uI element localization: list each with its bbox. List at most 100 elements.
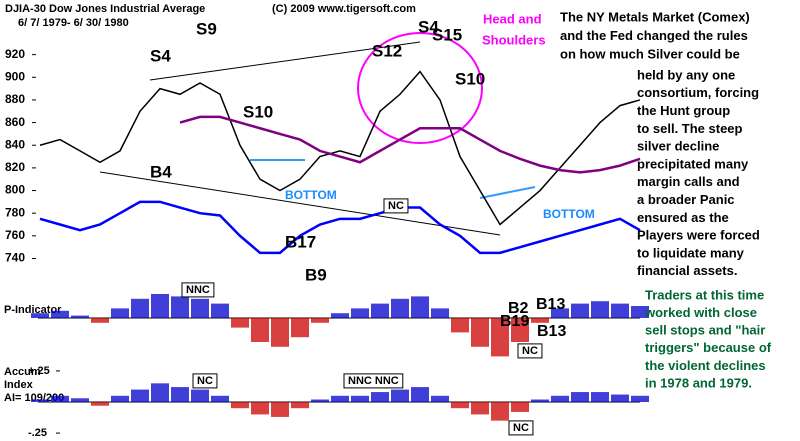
y-tick-label: 740 [5, 251, 25, 265]
annotation-box [192, 373, 218, 389]
bar [591, 392, 609, 402]
commentary: Traders at this time [645, 287, 764, 302]
series-line [179, 115, 641, 174]
bar [31, 313, 49, 318]
panel-label: Index [4, 379, 34, 391]
annotation-box [517, 343, 543, 359]
bar [31, 399, 49, 402]
commentary: and the Fed changed the rules [560, 28, 748, 43]
bar [51, 395, 69, 402]
bar [491, 402, 509, 421]
bar [391, 298, 409, 318]
head-shoulders-circle [357, 32, 483, 144]
annotation: S10 [455, 69, 485, 88]
bar [511, 402, 529, 412]
annotation: B4 [150, 162, 172, 181]
commentary: consortium, forcing [637, 85, 759, 100]
bar [191, 389, 209, 402]
annotation: B13 [537, 323, 566, 340]
annotation: BOTTOM [543, 207, 595, 221]
annotation: NNC NNC [348, 375, 399, 387]
annotation: B17 [285, 232, 316, 251]
bar [351, 308, 369, 318]
y-tick-label: 860 [5, 115, 25, 129]
panel-label: AI= 109/200 [4, 392, 64, 404]
bar [151, 294, 169, 318]
bar [531, 318, 549, 323]
annotation: NC [522, 345, 538, 357]
bar [591, 301, 609, 318]
bar [271, 318, 289, 347]
bar [291, 318, 309, 338]
commentary: the Hunt group [637, 103, 730, 118]
bar [371, 303, 389, 318]
bar [291, 402, 309, 409]
commentary: a broader Panic [637, 192, 735, 207]
bar [231, 318, 249, 328]
annotation: NNC [186, 284, 210, 296]
y-tick-label: 840 [5, 137, 25, 151]
bar [71, 398, 89, 402]
bar [331, 395, 349, 402]
y-tick-label: +.25 [28, 365, 50, 377]
bar [71, 315, 89, 318]
bar [471, 318, 489, 347]
commentary: on how much Silver could be [560, 46, 740, 61]
bar [611, 303, 629, 318]
commentary: triggers" because of [645, 340, 772, 355]
commentary: to liquidate many [637, 245, 745, 260]
bar [571, 392, 589, 402]
annotation: NC [513, 422, 529, 434]
annotation: Shoulders [482, 32, 546, 47]
bar [631, 306, 649, 318]
y-tick-label: 820 [5, 160, 25, 174]
y-tick-label: 780 [5, 205, 25, 219]
commentary: worked with close [644, 305, 757, 320]
bar [451, 402, 469, 409]
bar [51, 310, 69, 318]
annotation-box [383, 198, 409, 214]
bar [431, 395, 449, 402]
bar [131, 389, 149, 402]
commentary: The NY Metals Market (Comex) [560, 9, 750, 24]
trend-line [99, 171, 501, 236]
commentary: Players were forced [637, 228, 760, 243]
commentary: sell stops and "hair [645, 323, 765, 338]
annotation: NC [388, 200, 404, 212]
bar [211, 303, 229, 318]
bar [151, 383, 169, 402]
bar [111, 395, 129, 402]
annotation: S10 [243, 102, 273, 121]
commentary: in 1978 and 1979. [645, 375, 752, 390]
bar [271, 402, 289, 417]
chart-title: DJIA-30 Dow Jones Industrial Average [5, 3, 205, 15]
bar [131, 298, 149, 318]
y-tick-label: 900 [5, 69, 25, 83]
bar [371, 392, 389, 402]
y-tick-label: 880 [5, 92, 25, 106]
bar [351, 395, 369, 402]
annotation: BOTTOM [285, 188, 337, 202]
annotation: B13 [536, 296, 565, 313]
series-line [39, 70, 641, 226]
bar [571, 303, 589, 318]
trend-line [149, 41, 421, 81]
annotation: S9 [196, 19, 217, 38]
bar [611, 394, 629, 402]
annotation: S12 [372, 41, 402, 60]
annotation: B9 [305, 265, 327, 284]
bar [251, 402, 269, 415]
neckline [479, 186, 536, 199]
bar [471, 402, 489, 415]
annotation: S15 [432, 25, 462, 44]
bar [391, 389, 409, 402]
bar [171, 296, 189, 318]
y-tick-label: 920 [5, 47, 25, 61]
commentary: to sell. The steep [637, 121, 743, 136]
y-tick-label: 800 [5, 183, 25, 197]
annotation: B2 [508, 300, 529, 317]
annotation: S4 [150, 46, 171, 65]
copyright: (C) 2009 www.tigersoft.com [272, 3, 416, 15]
commentary: silver decline [637, 139, 719, 154]
